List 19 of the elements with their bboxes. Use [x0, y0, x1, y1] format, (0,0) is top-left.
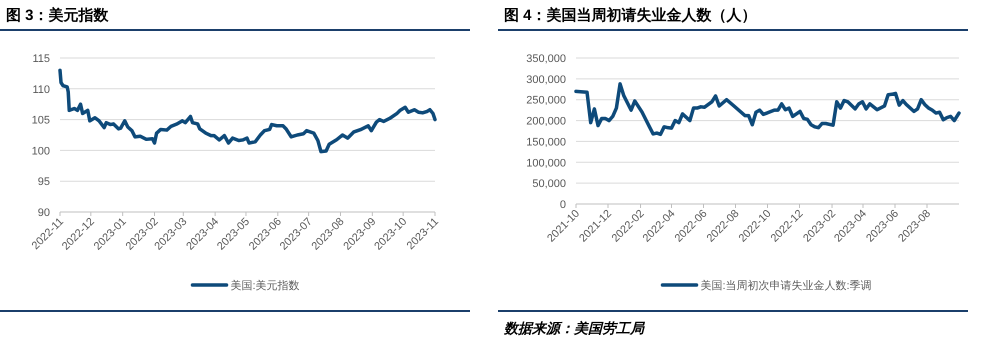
- y-tick-label: 350,000: [526, 53, 566, 65]
- y-tick-label: 90: [38, 207, 50, 219]
- y-tick-label: 0: [560, 199, 566, 211]
- y-tick-label: 100,000: [526, 157, 566, 170]
- y-tick-label: 150,000: [526, 136, 566, 148]
- y-tick-label: 110: [32, 84, 50, 96]
- y-tick-label: 50,000: [532, 178, 566, 190]
- legend-label: 美国:当周初次申请失业金人数:季调: [700, 279, 872, 292]
- chart-title: 图 3：美元指数: [6, 6, 110, 24]
- y-tick-label: 100: [32, 145, 50, 158]
- y-tick-label: 200,000: [526, 116, 566, 128]
- y-tick-label: 300,000: [526, 74, 566, 86]
- y-tick-label: 250,000: [526, 94, 566, 107]
- legend-label: 美国:美元指数: [230, 279, 300, 292]
- y-tick-label: 105: [32, 114, 50, 127]
- source-note: 数据来源：美国劳工局: [503, 320, 646, 336]
- chart-title: 图 4：美国当周初请失业金人数（人）: [504, 6, 757, 24]
- y-tick-label: 115: [32, 53, 50, 65]
- y-tick-label: 95: [38, 176, 50, 188]
